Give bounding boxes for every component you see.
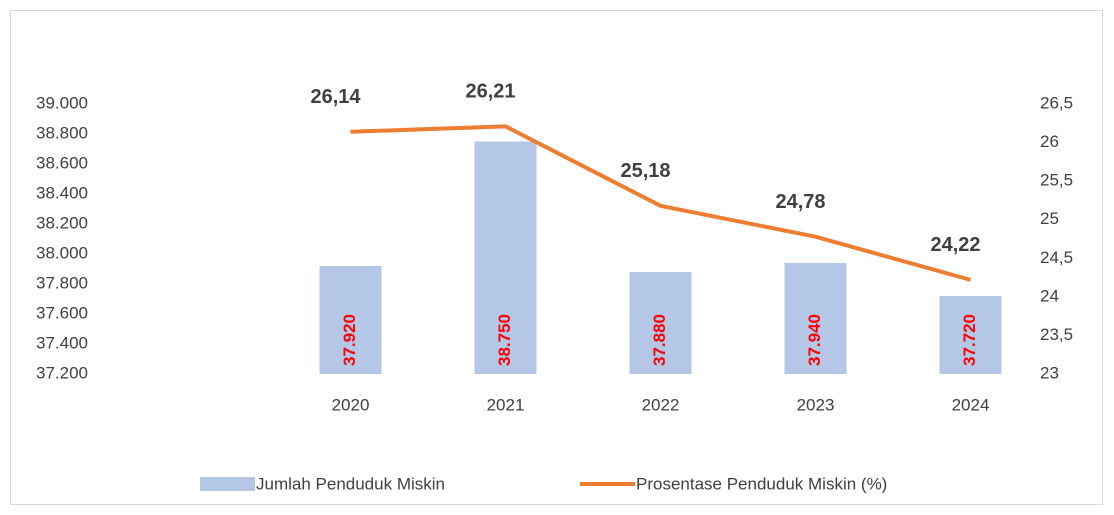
y-tick-label: 37.400 (36, 333, 88, 352)
y2-tick-label: 25 (1040, 209, 1059, 228)
x-tick-label: 2021 (487, 395, 525, 414)
legend-label: Prosentase Penduduk Miskin (%) (636, 474, 887, 493)
bar (629, 272, 692, 374)
line-value-label: 24,22 (930, 234, 980, 256)
y-tick-label: 37.200 (36, 363, 88, 382)
x-tick-label: 2023 (797, 395, 835, 414)
x-tick-label: 2022 (642, 395, 680, 414)
y2-tick-label: 24,5 (1040, 248, 1073, 267)
line-value-label: 24,78 (775, 191, 825, 213)
bar-value-label: 37.940 (805, 314, 824, 366)
y2-tick-label: 23,5 (1040, 325, 1073, 344)
bar (939, 296, 1002, 374)
bar (319, 266, 382, 374)
y2-tick-label: 26,5 (1040, 93, 1073, 112)
line-value-label: 26,21 (465, 81, 515, 103)
y-tick-label: 38.600 (36, 153, 88, 172)
chart-border (10, 10, 1103, 505)
bar-value-label: 37.720 (960, 314, 979, 366)
y2-tick-label: 26 (1040, 132, 1059, 151)
y-tick-label: 37.600 (36, 303, 88, 322)
bar (474, 141, 537, 374)
bar-value-label: 38.750 (495, 314, 514, 366)
x-tick-label: 2020 (332, 395, 370, 414)
y2-tick-label: 24 (1040, 286, 1059, 305)
y-tick-label: 38.200 (36, 213, 88, 232)
y-tick-label: 37.800 (36, 273, 88, 292)
y-tick-label: 38.800 (36, 123, 88, 142)
bar-value-label: 37.920 (340, 314, 359, 366)
line-value-label: 26,14 (310, 86, 361, 108)
y-tick-label: 38.400 (36, 183, 88, 202)
x-tick-label: 2024 (952, 395, 990, 414)
legend-swatch (200, 477, 255, 491)
y2-tick-label: 23 (1040, 363, 1059, 382)
y-tick-label: 39.000 (36, 93, 88, 112)
y-tick-label: 38.000 (36, 243, 88, 262)
bar-value-label: 37.880 (650, 314, 669, 366)
line (350, 124, 972, 282)
y2-tick-label: 25,5 (1040, 171, 1073, 190)
line-value-label: 25,18 (620, 160, 670, 182)
legend-label: Jumlah Penduduk Miskin (256, 474, 445, 493)
bar (784, 263, 847, 374)
